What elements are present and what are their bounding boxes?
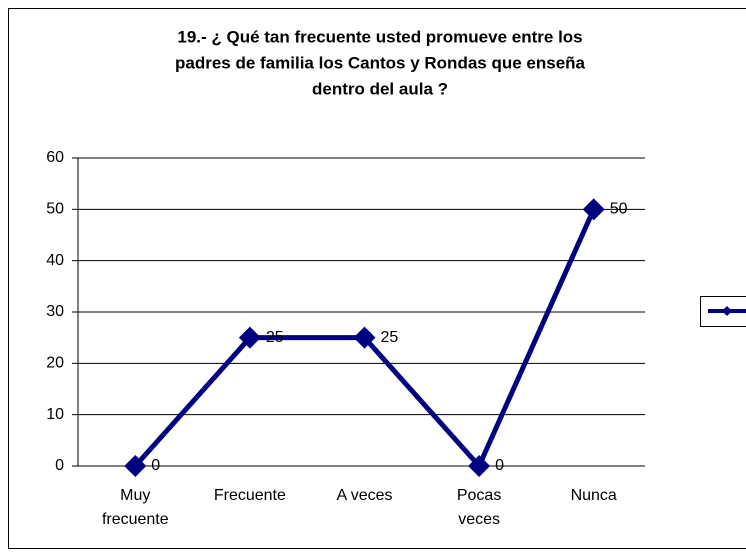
y-tick-label: 30 bbox=[46, 303, 64, 320]
x-tick-label: Frecuente bbox=[213, 487, 286, 504]
x-tick-label: Pocas veces bbox=[456, 487, 502, 528]
x-tick-label: A veces bbox=[336, 487, 393, 504]
y-tick-label: 20 bbox=[46, 355, 64, 372]
marker bbox=[238, 326, 261, 349]
data-label: 50 bbox=[610, 201, 628, 218]
y-tick-label: 0 bbox=[55, 457, 64, 474]
y-tick-label: 50 bbox=[46, 201, 64, 218]
data-label: 25 bbox=[381, 329, 399, 346]
chart-title: 19.- ¿ Qué tan frecuente usted promueve … bbox=[177, 27, 582, 46]
legend-marker bbox=[722, 306, 732, 316]
y-tick-label: 60 bbox=[46, 149, 64, 166]
chart-frame bbox=[8, 8, 746, 549]
chart-title: dentro del aula ? bbox=[312, 79, 448, 98]
marker bbox=[124, 455, 147, 477]
marker bbox=[353, 326, 376, 349]
data-label: 0 bbox=[151, 457, 160, 474]
y-tick-label: 40 bbox=[46, 252, 64, 269]
marker bbox=[468, 455, 491, 477]
y-tick-label: 10 bbox=[46, 406, 64, 423]
x-tick-label: Muy frecuente bbox=[101, 487, 169, 528]
chart-title: padres de familia los Cantos y Rondas qu… bbox=[175, 53, 586, 72]
data-label: 0 bbox=[495, 457, 504, 474]
data-label: 25 bbox=[266, 329, 284, 346]
marker bbox=[582, 198, 605, 221]
x-tick-label: Nunca bbox=[570, 487, 617, 504]
